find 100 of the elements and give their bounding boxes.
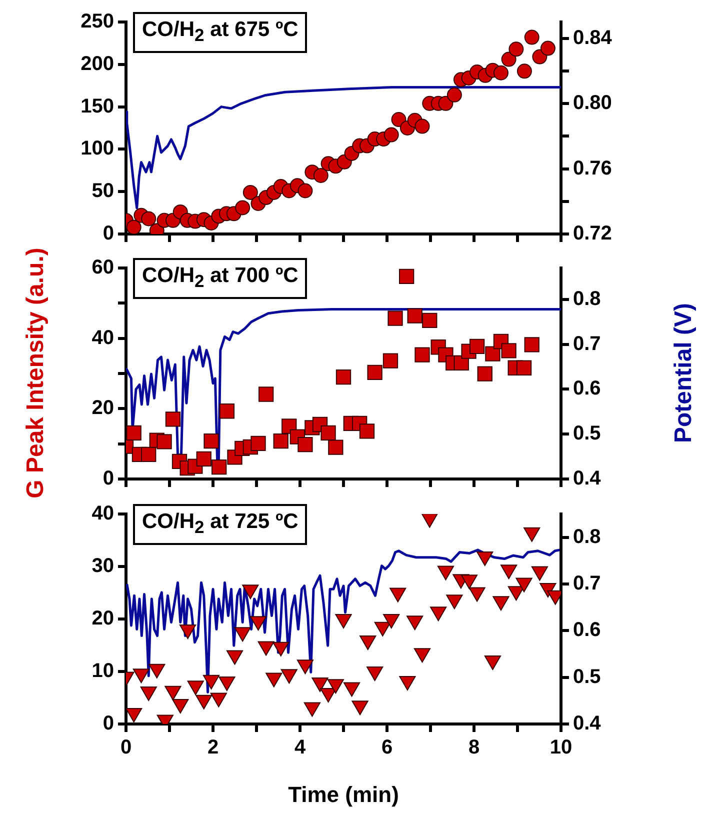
point [437,566,454,580]
y-tick-label: 250 [80,10,114,33]
point [126,425,142,441]
point [384,127,399,142]
point [273,433,288,449]
y2-tick-label: 0.76 [573,157,612,180]
point [492,596,510,611]
point [335,614,352,628]
point [414,118,430,134]
point [141,211,156,226]
point [508,586,524,601]
point [367,364,382,380]
point [296,660,314,674]
y2-tick-label: 0.6 [573,619,601,642]
point [328,440,344,455]
y2-tick-label: 0.72 [573,222,612,245]
point [422,312,438,328]
point [313,168,328,183]
point [414,648,431,663]
point [430,606,447,622]
y2-tick-label: 0.7 [573,332,601,355]
point [359,424,375,439]
point [327,679,344,694]
point [258,641,274,656]
point [374,622,391,636]
point [272,642,290,656]
y-tick-label: 40 [92,502,114,525]
point [298,436,313,452]
point [382,353,398,368]
x-tick-label: 8 [468,736,480,759]
y-tick-label: 50 [92,180,114,202]
y-tick-label: 20 [92,608,114,630]
point [336,369,352,385]
x-tick-label: 10 [550,736,572,759]
y-tick-label: 60 [92,256,114,279]
point [202,674,220,690]
y2-tick-label: 0.4 [573,712,602,735]
y-tick-label: 10 [92,660,114,682]
point [140,686,157,701]
point [210,692,227,708]
point [320,425,336,441]
x-axis-title: Time (min) [288,782,399,807]
point [196,694,212,710]
y2-tick-label: 0.5 [573,666,601,688]
point [312,678,328,692]
y-tick-label: 0 [102,712,114,735]
point [438,96,454,111]
point [172,699,189,714]
point [524,527,540,542]
point [524,30,540,45]
point [446,87,462,102]
point [280,669,298,684]
y2-tick-label: 0.6 [573,378,601,400]
y2-axis-title: Potential (V) [670,302,698,444]
point [187,680,204,696]
y-tick-label: 100 [80,138,114,160]
point [148,664,166,678]
point [524,337,540,352]
point [126,708,142,722]
point [399,676,416,690]
point [469,338,485,354]
point [360,636,376,650]
point [414,347,430,362]
point [226,650,244,665]
point [476,552,494,566]
point [501,343,516,358]
point [343,682,360,697]
point [399,268,414,284]
point [266,672,282,688]
y2-tick-label: 0.4 [573,468,602,490]
x-tick-label: 4 [294,736,306,759]
y2-tick-label: 0.8 [573,526,601,548]
y-tick-label: 0 [102,222,114,245]
point [468,587,486,602]
point [391,112,406,128]
point [500,564,518,580]
point [390,588,406,602]
point [407,308,422,324]
point [531,566,548,581]
point [141,446,156,462]
point [156,434,172,450]
point [165,412,181,427]
point [242,584,259,600]
point [406,616,424,630]
point [516,578,532,592]
y2-tick-label: 0.80 [573,92,612,114]
point [388,310,403,326]
y-tick-label: 200 [80,52,114,75]
point [508,42,524,57]
y-tick-label: 150 [80,95,114,118]
point [218,676,236,691]
point [250,436,266,452]
point [219,404,234,419]
point [196,451,212,467]
point [516,360,532,376]
chart-title: CO/H$_{2}$ at 725 ºC [133,504,308,546]
point [484,655,501,670]
x-tick-label: 6 [381,736,393,759]
point [212,459,227,475]
y-tick-label: 40 [92,326,114,349]
